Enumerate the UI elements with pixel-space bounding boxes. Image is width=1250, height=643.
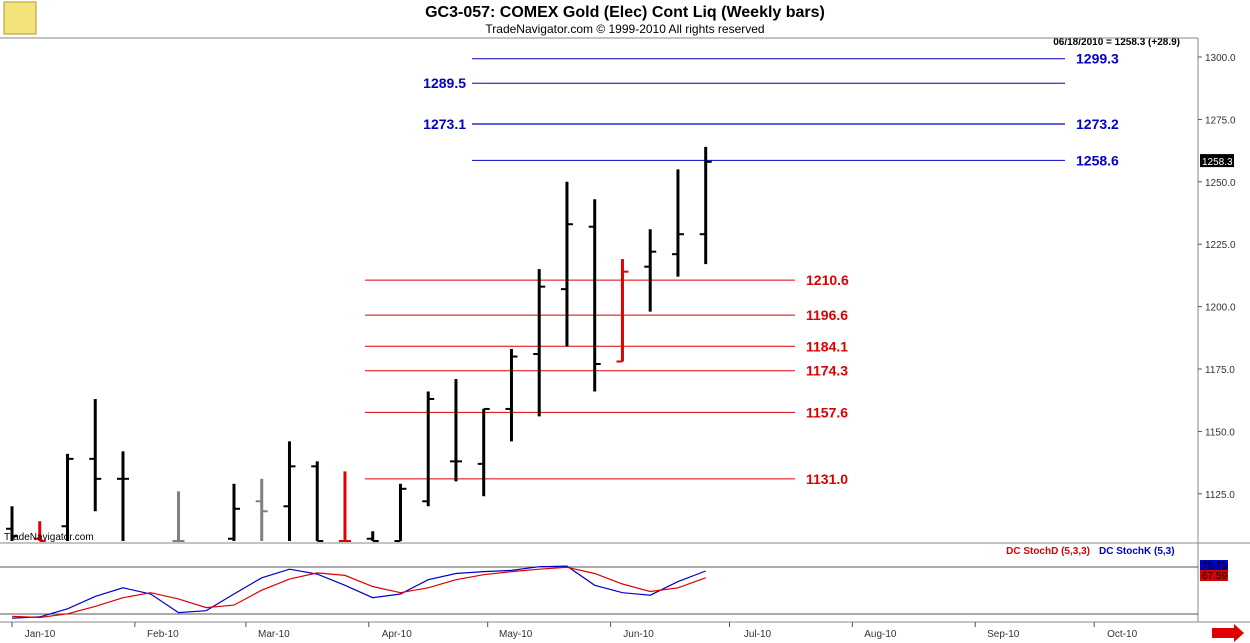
- price-bar: [616, 259, 629, 363]
- watermark: TradeNavigator.com: [4, 532, 94, 543]
- x-tick-label: Sep-10: [987, 629, 1020, 640]
- red-level-label: 1157.6: [806, 404, 848, 420]
- price-bar: [449, 378, 462, 482]
- price-bar: [671, 169, 684, 277]
- copyright: TradeNavigator.com © 1999-2010 All right…: [485, 22, 764, 36]
- price-bar: [33, 521, 46, 542]
- stoch-panel: DC StochD (5,3,3) DC StochK (5,3) 78.79 …: [0, 546, 1228, 619]
- levels: 1299.3 1289.5 1273.1 1273.2 1258.6 1210.6 1196…: [365, 51, 1119, 487]
- x-tick-label: Jul-10: [744, 629, 772, 640]
- price-bar: [61, 453, 74, 541]
- blue-level-label: 1258.6: [1076, 152, 1119, 168]
- x-tick-label: Jan-10: [25, 629, 56, 640]
- logo-icon: [3, 1, 37, 35]
- y-tick-label: 1200.0: [1205, 303, 1236, 314]
- red-level-label: 1174.3: [806, 363, 848, 379]
- price-panel: 1125.0 1150.0 1175.0 1200.0 1225.0 1250.0 1275…: [0, 37, 1250, 623]
- stoch-lines: [11, 565, 706, 619]
- last-price-box: [1200, 154, 1234, 168]
- x-tick-label: May-10: [499, 629, 533, 640]
- price-bars: [6, 146, 712, 542]
- y-tick-label: 1275.0: [1205, 115, 1236, 126]
- stochk-value: 78.79: [1202, 561, 1227, 572]
- price-bar: [560, 181, 573, 347]
- x-axis-ticks: Jan-10 Feb-10 Mar-10 Apr-10 May-10 Jun-10 Jul-…: [11, 622, 1138, 640]
- price-bar: [422, 391, 435, 507]
- scroll-right-arrow-icon[interactable]: [1212, 624, 1244, 642]
- x-tick-label: Apr-10: [382, 629, 412, 640]
- stochd-value: 67.59: [1202, 571, 1227, 582]
- x-tick-label: Aug-10: [864, 629, 897, 640]
- y-tick-label: 1150.0: [1205, 427, 1235, 438]
- price-bar: [311, 461, 324, 542]
- price-bar: [394, 483, 407, 542]
- price-bar: [172, 491, 185, 542]
- x-tick-label: Mar-10: [258, 629, 290, 640]
- price-bar: [644, 229, 657, 312]
- price-bar: [505, 349, 518, 442]
- y-tick-label: 1250.0: [1205, 178, 1236, 189]
- y-tick-label: 1225.0: [1205, 240, 1236, 251]
- x-tick-label: Oct-10: [1107, 629, 1137, 640]
- blue-level-label: 1289.5: [423, 75, 466, 91]
- red-level-label: 1184.1: [806, 338, 848, 354]
- price-bar: [366, 531, 379, 542]
- x-tick-label: Feb-10: [147, 629, 179, 640]
- price-bar: [116, 451, 129, 541]
- red-level-label: 1131.0: [806, 471, 848, 487]
- stochk-line: [11, 565, 706, 619]
- blue-level-label: 1299.3: [1076, 51, 1119, 67]
- last-quote: 06/18/2010 = 1258.3 (+28.9): [1053, 37, 1180, 48]
- price-bar: [477, 407, 490, 497]
- price-bar: [6, 506, 18, 541]
- stochk-value-box: [1200, 560, 1228, 570]
- stochd-line: [11, 566, 706, 619]
- price-bar: [255, 478, 268, 541]
- last-price-label: 1258.3: [1202, 157, 1233, 168]
- price-bar: [283, 441, 296, 541]
- y-tick-label: 1300.0: [1205, 53, 1236, 64]
- x-tick-label: Jun-10: [623, 629, 654, 640]
- price-bar: [227, 483, 240, 541]
- legend-stochk: DC StochK (5,3): [1099, 546, 1175, 557]
- red-level-label: 1210.6: [806, 272, 849, 288]
- price-bar: [533, 269, 546, 417]
- y-tick-label: 1175.0: [1205, 365, 1235, 376]
- y-axis-ticks: 1125.0 1150.0 1175.0 1200.0 1225.0 1250.0 1275…: [1198, 53, 1236, 501]
- price-bar: [588, 199, 601, 392]
- price-bar: [89, 398, 102, 512]
- blue-level-label: 1273.2: [1076, 116, 1119, 132]
- chart-title: GC3-057: COMEX Gold (Elec) Cont Liq (Wee…: [425, 4, 825, 21]
- price-bar: [338, 471, 351, 542]
- stochd-value-box: [1200, 570, 1228, 581]
- red-level-label: 1196.6: [806, 307, 848, 323]
- price-bar: [699, 146, 712, 265]
- blue-level-label: 1273.1: [423, 116, 466, 132]
- legend-stochd: DC StochD (5,3,3): [1006, 546, 1090, 557]
- y-tick-label: 1125.0: [1205, 490, 1235, 501]
